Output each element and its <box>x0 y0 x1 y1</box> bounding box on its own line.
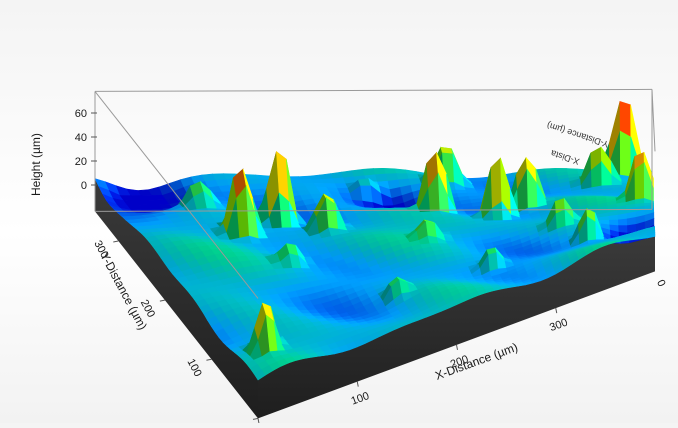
x-tick-mark <box>357 382 358 387</box>
z-tick-label: 40 <box>75 132 87 144</box>
surface-cell <box>476 247 486 250</box>
y-tick-label: 100 <box>184 357 203 379</box>
y-tick-mark <box>160 300 165 301</box>
back-y-tick-label: 0 <box>656 277 669 288</box>
x-tick-mark <box>457 345 458 350</box>
z-tick-label: 0 <box>81 180 87 192</box>
height-surface <box>95 101 655 380</box>
surface-cell <box>618 219 627 226</box>
surface-cell <box>609 215 618 220</box>
z-axis-ticks: 0 20 40 60 <box>75 108 97 192</box>
y-tick-mark <box>113 241 118 242</box>
surface-cell <box>395 169 408 174</box>
back-y-axis-title: Y-Distance (µm) <box>546 120 610 149</box>
x-tick-mark <box>556 308 557 313</box>
surface-cell <box>635 163 644 200</box>
y-tick-mark <box>206 359 211 360</box>
back-x-axis-title-partial: X-Dista <box>550 148 581 167</box>
y-tick-mark <box>253 418 258 419</box>
z-axis-title: Height (µm) <box>29 133 43 196</box>
surface-cell <box>466 190 478 193</box>
x-tick-label: 300 <box>548 317 569 335</box>
surface-cell <box>620 131 631 177</box>
x-tick-mark <box>258 418 259 423</box>
z-tick-label: 60 <box>75 108 87 120</box>
z-tick-label: 20 <box>75 156 87 168</box>
x-tick-label: 100 <box>350 390 371 408</box>
surface-cell <box>470 178 482 182</box>
bbox-edge-top-back <box>95 89 652 91</box>
surface-cell <box>491 158 502 208</box>
back-y-axis-ticks: 0 <box>656 277 669 288</box>
